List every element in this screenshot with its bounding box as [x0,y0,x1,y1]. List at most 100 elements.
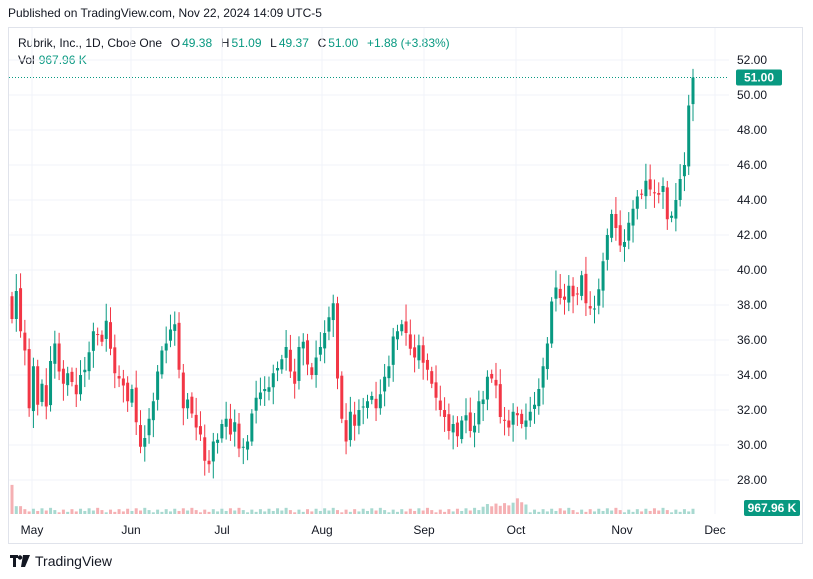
volume-bar [79,508,83,514]
time-axis[interactable]: May Jun Jul Aug Sep Oct Nov Dec [21,523,726,537]
candle-body [494,379,498,386]
volume-bar [323,508,327,514]
volume-bar [280,510,284,514]
volume-bar [27,511,31,514]
candle-body [198,426,202,435]
volume-bar [682,509,686,514]
candle-body [134,387,138,423]
candle-body [173,324,177,331]
candle-body [318,347,322,355]
candle-body [605,235,609,260]
candle-body [284,347,288,358]
volume-bars [10,484,695,514]
candle-body [648,179,652,190]
candle-body [194,414,198,428]
candle-body [438,400,442,410]
candle-body [49,361,53,406]
volume-bar [627,509,631,514]
candle-body [400,324,404,332]
volume-bar [306,509,310,514]
chart-frame[interactable] [8,27,803,544]
volume-bar [515,498,519,514]
volume-bar [550,508,554,514]
candle-body [468,412,472,431]
volume-bar [490,506,494,514]
volume-bar [477,510,481,514]
volume-bar [421,510,425,514]
volume-bar [678,511,682,514]
volume-bar [284,507,288,514]
volume-bar [503,503,507,514]
open-value: 49.38 [182,36,213,50]
y-tick-label: 48.00 [737,123,767,137]
candle-body [563,296,567,300]
candle-body [177,322,181,370]
candle-body [661,186,665,192]
candle-body [151,401,155,421]
candle-body [357,410,361,426]
volume-bar [597,508,601,514]
volume-bar [592,511,596,514]
volume-bar [130,510,134,514]
candle-body [408,334,412,349]
candle-body [186,399,190,409]
volume-bar [198,512,202,514]
volume-bar [288,510,292,514]
volume-bar [438,509,442,514]
volume-bar [190,507,194,514]
low-value: 49.37 [278,36,309,50]
volume-bar [241,510,245,514]
candle-body [528,411,532,421]
candle-body [622,242,626,247]
tradingview-brand[interactable]: TradingView [10,553,112,569]
candle-body [635,196,639,209]
volume-bar [83,510,87,514]
candle-body [670,215,674,218]
candle-body [104,320,108,339]
candle-body [477,401,481,425]
candle-body [383,376,387,392]
candle-body [490,373,494,379]
volume-tag-text: 967.96 K [748,501,797,515]
candle-body [70,371,74,382]
candle-body [627,222,631,241]
volume-bar [216,511,220,514]
candle-body [280,359,284,370]
volume-bar [575,512,579,514]
candle-body [447,414,451,431]
y-tick-label: 32.00 [737,403,767,417]
volume-bar [545,511,549,514]
candle-body [524,420,528,427]
volume-bar [370,508,374,514]
volume-bar [348,511,352,514]
candle-body [691,77,695,105]
candle-body [327,317,331,332]
price-axis[interactable]: 28.00 30.00 32.00 34.00 36.00 38.00 40.00 42.00… [737,53,767,487]
x-tick-label: Aug [311,523,332,537]
volume-bar [357,511,361,514]
candle-body [455,422,459,437]
volume-bar [344,509,348,514]
candle-body [682,165,686,177]
volume-bar [168,511,172,514]
volume-bar [117,509,121,514]
y-tick-label: 28.00 [737,473,767,487]
volume-bar [203,509,207,514]
candle-body [580,275,584,296]
volume-bar [91,510,95,514]
candle-body [507,420,511,428]
volume-bar [121,511,125,514]
candle-body [44,385,48,407]
y-tick-label: 34.00 [737,368,767,382]
volume-bar [160,511,164,514]
volume-bar [691,508,695,514]
symbol-name[interactable]: Rubrik, Inc., 1D, Cboe One [18,36,163,50]
candle-body [267,387,271,392]
candle-body [297,347,301,381]
volume-bar [365,510,369,514]
candle-body [61,368,65,384]
volume-bar [314,508,318,514]
volume-bar [533,509,537,514]
candle-body [550,301,554,344]
